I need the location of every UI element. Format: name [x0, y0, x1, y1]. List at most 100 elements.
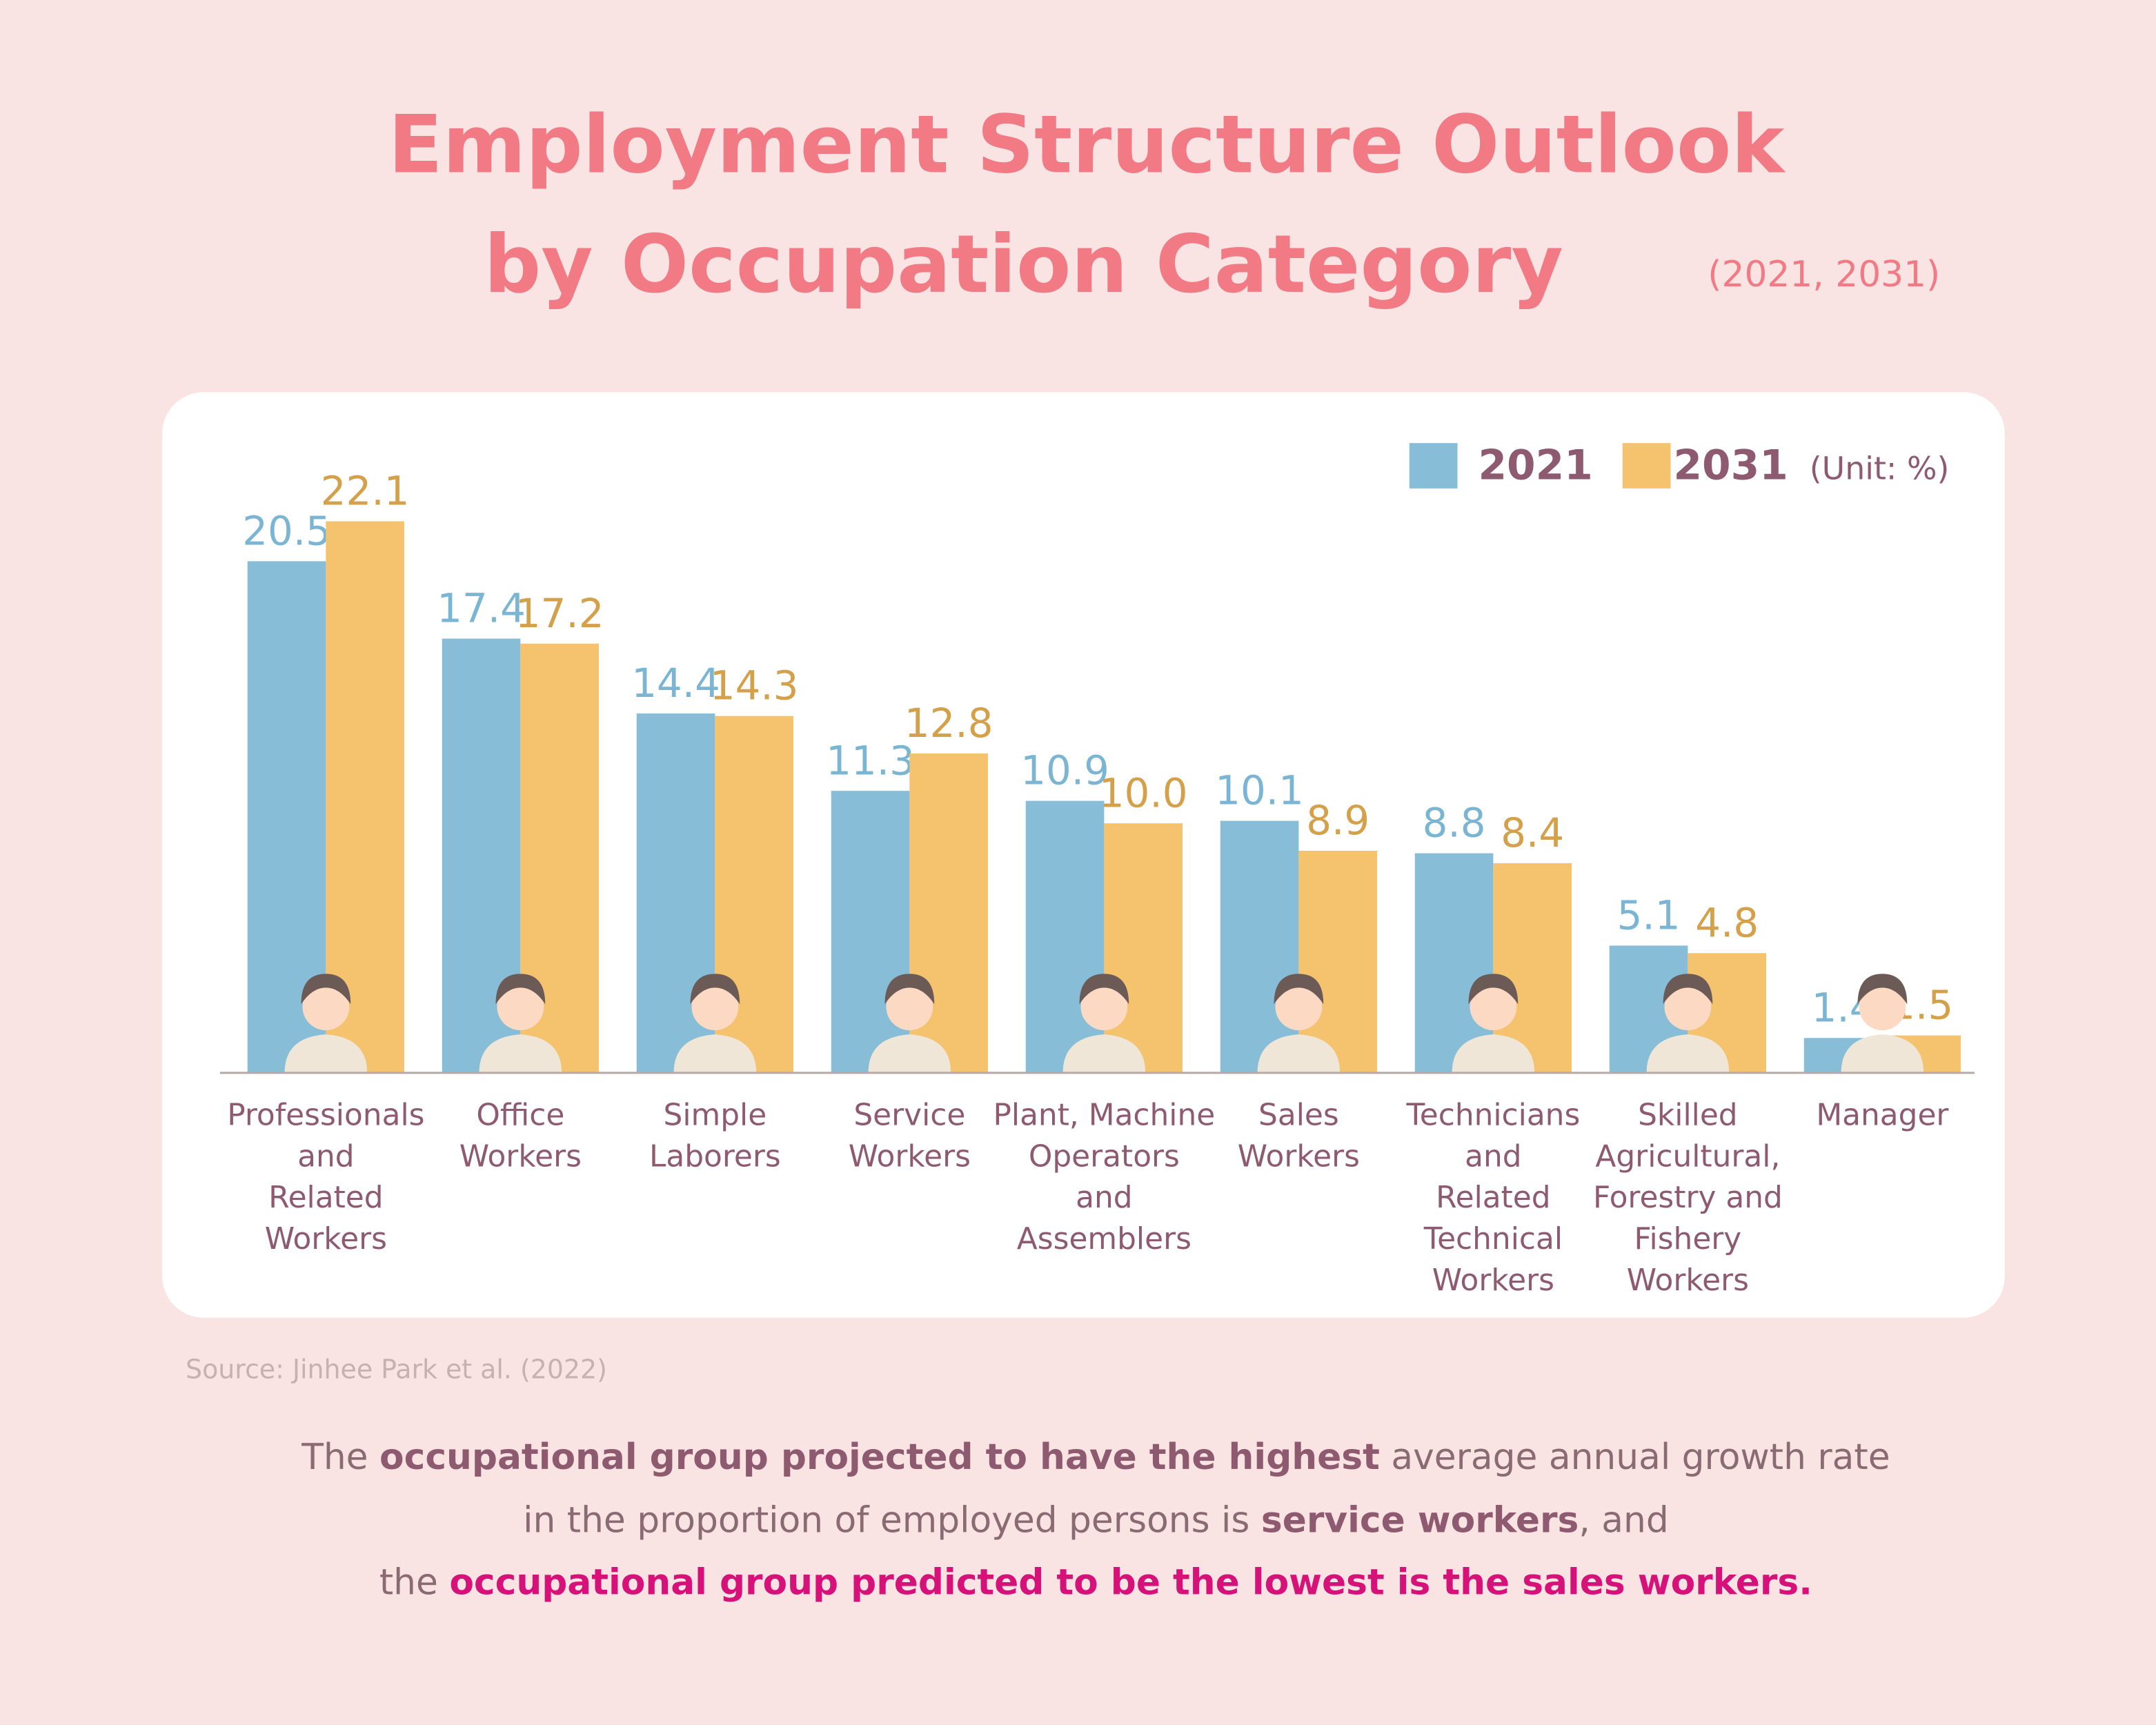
figure-head: [1470, 983, 1517, 1031]
x-tick-label: Service Workers: [849, 1098, 971, 1174]
label-line: and: [1465, 1138, 1521, 1174]
x-tick-label: Sales Workers: [1238, 1098, 1360, 1174]
label-line: Related: [1436, 1180, 1550, 1215]
label-line: Fishery: [1634, 1221, 1742, 1256]
x-tick-label: Manager: [1816, 1098, 1949, 1133]
subtitle: (2021, 2031): [1708, 254, 1940, 295]
caption-part: average annual growth rate: [1380, 1437, 1890, 1478]
x-tick-label: Office Workers: [459, 1098, 582, 1174]
value-label: 8.4: [1501, 809, 1564, 856]
caption-line: the occupational group predicted to be t…: [379, 1561, 1812, 1603]
value-label: 10.9: [1020, 747, 1109, 794]
bar: [1414, 853, 1494, 1073]
value-label: 14.3: [710, 662, 799, 709]
legend-label: 2031: [1673, 442, 1788, 490]
label-line: and: [1076, 1180, 1132, 1215]
value-label: 22.1: [321, 468, 410, 515]
title-line-2: by Occupation Category: [484, 219, 1563, 311]
figure-body: [868, 1034, 951, 1073]
value-label: 20.5: [242, 507, 331, 554]
value-label: 10.0: [1099, 769, 1188, 816]
figure-hair: [690, 974, 740, 1005]
label-line: Office: [476, 1098, 564, 1133]
figure-hair: [1857, 974, 1908, 1005]
x-tick-label: Professionals and Related Workers: [227, 1098, 424, 1256]
figure-hair: [884, 974, 935, 1005]
label-line: Laborers: [649, 1138, 781, 1174]
label-line: Forestry and: [1593, 1180, 1783, 1215]
label-line: Related: [268, 1180, 383, 1215]
unit-note: (Unit: %): [1810, 449, 1950, 486]
value-label: 4.8: [1695, 899, 1759, 946]
value-label: 14.4: [631, 660, 720, 707]
label-line: Workers: [1432, 1263, 1554, 1298]
bar: [1025, 800, 1105, 1073]
label-line: Skilled: [1638, 1098, 1738, 1133]
value-label: 8.8: [1423, 800, 1486, 847]
figure-head: [302, 983, 350, 1031]
figure-hair: [1274, 974, 1324, 1005]
x-tick-label: Technicians and Related Technical Workers: [1405, 1098, 1580, 1298]
x-tick-label: Plant, Machine Operators and Assemblers: [993, 1098, 1215, 1256]
label-line: Agricultural,: [1595, 1138, 1780, 1174]
figure-body: [1841, 1034, 1924, 1073]
label-line: Professionals: [227, 1098, 424, 1133]
caption-part: occupational group projected to have the…: [379, 1437, 1380, 1478]
value-label: 17.4: [437, 585, 526, 632]
legend-swatch: [1409, 443, 1458, 489]
caption-part: occupational group predicted to be the l…: [449, 1561, 1812, 1603]
label-line: Workers: [265, 1221, 387, 1256]
figure-body: [479, 1034, 562, 1073]
bar: [1298, 850, 1377, 1073]
title-line-1: Employment Structure Outlook: [388, 99, 1787, 192]
label-line: Simple: [664, 1098, 767, 1133]
label-line: Service: [853, 1098, 965, 1133]
figure-hair: [301, 974, 351, 1005]
caption-part: the: [379, 1561, 449, 1603]
figure-body: [1062, 1034, 1146, 1073]
figure-body: [284, 1034, 368, 1073]
x-tick-label: Simple Laborers: [649, 1098, 781, 1174]
label-line: Workers: [1627, 1263, 1749, 1298]
figure-head: [497, 983, 544, 1031]
label-line: Assemblers: [1017, 1221, 1191, 1256]
figure-hair: [1079, 974, 1129, 1005]
label-line: Plant, Machine: [993, 1098, 1215, 1133]
value-label: 5.1: [1617, 892, 1681, 939]
label-line: Operators: [1029, 1138, 1180, 1174]
caption-part: in the proportion of employed persons is: [523, 1500, 1261, 1541]
figure-head: [1275, 983, 1323, 1031]
label-line: Workers: [459, 1138, 582, 1174]
label-line: Technical: [1423, 1221, 1563, 1256]
figure-hair: [495, 974, 546, 1005]
value-label: 12.8: [904, 700, 993, 747]
bar: [1104, 823, 1183, 1073]
caption-line: in the proportion of employed persons is…: [523, 1500, 1669, 1541]
caption-part: , and: [1579, 1500, 1668, 1541]
x-tick-label: Skilled Agricultural, Forestry and Fishery W…: [1593, 1098, 1783, 1298]
bar: [831, 791, 910, 1073]
value-label: 10.1: [1215, 767, 1304, 814]
figure-head: [1859, 983, 1906, 1031]
figure-head: [1664, 983, 1712, 1031]
label-line: Sales: [1258, 1098, 1339, 1133]
caption-part: The: [301, 1437, 379, 1478]
value-label: 17.2: [515, 590, 604, 637]
legend-swatch: [1622, 443, 1671, 489]
figure-body: [1646, 1034, 1730, 1073]
caption-part: service workers: [1261, 1500, 1579, 1541]
label-line: and: [297, 1138, 354, 1174]
bar: [1220, 820, 1299, 1073]
figure-body: [1257, 1034, 1341, 1073]
figure-head: [1080, 983, 1128, 1031]
figure-hair: [1663, 974, 1713, 1005]
figure-head: [691, 983, 739, 1031]
figure-body: [1452, 1034, 1535, 1073]
caption-line: The occupational group projected to have…: [301, 1437, 1890, 1478]
label-line: Workers: [1238, 1138, 1360, 1174]
value-label: 11.3: [826, 737, 915, 784]
chart: 2021 2031 20.522.1 Professionals and Related W…: [219, 442, 1975, 1298]
value-label: 8.9: [1306, 797, 1369, 844]
source: Source: Jinhee Park et al. (2022): [186, 1354, 607, 1384]
